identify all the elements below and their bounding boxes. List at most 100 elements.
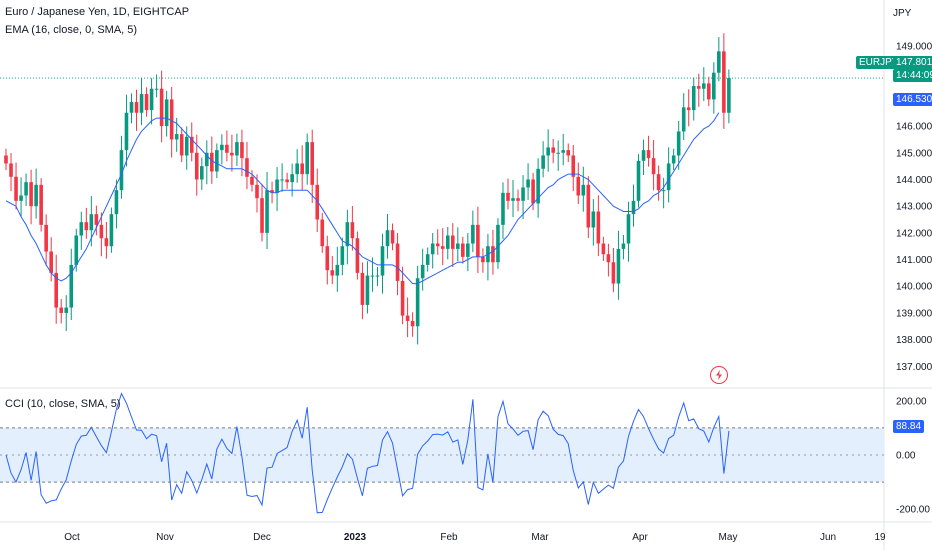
candle-body [631,200,636,215]
candle-body [270,190,274,193]
candle-body [566,150,571,156]
time-tick-label: May [719,532,738,543]
candle-body [305,142,309,175]
candle-body [99,224,104,239]
candle-body [626,214,631,244]
candle-body [501,192,505,225]
candle-body [481,256,485,263]
candle-body [536,168,540,204]
candle-body [169,99,174,140]
candle-body [400,280,405,316]
candle-body [44,224,48,252]
candle-body [712,72,716,100]
candle-body [164,99,169,127]
candle-body [355,238,360,273]
candle-body [139,94,144,113]
candle-body [445,235,450,249]
time-axis[interactable]: Oct Nov Dec 2023 Feb Mar Apr May Jun 19 [64,532,886,543]
candle-body [84,222,89,231]
candle-body [365,275,370,305]
candle-body [144,94,149,111]
cci-tick-label: 0.00 [896,451,916,462]
candle-body [571,155,576,177]
candle-body [39,184,43,225]
ema-line [5,112,720,285]
time-tick-label: 19 [874,532,886,543]
candle-body [94,214,99,225]
candle-body [591,211,596,228]
candle-body [205,152,209,167]
candle-body [345,222,350,247]
candle-body [435,243,440,247]
price-pane[interactable] [0,33,884,345]
candle-body [410,320,415,327]
symbol-legend[interactable]: Euro / Japanese Yen, 1D, EIGHTCAP [5,6,190,18]
candle-body [471,224,475,244]
cci-tick-label: 200.00 [896,396,927,407]
symbol-tag: EURJPY [856,56,902,69]
candle-body [440,246,445,249]
price-tick-label: 141.000 [896,255,932,266]
price-axis[interactable]: 149.000148.000147.000146.000145.000144.0… [896,42,932,516]
candle-body [34,184,38,207]
candle-body [360,272,365,305]
candle-body [350,222,355,239]
price-tick-label: 146.000 [896,122,932,133]
candle-body [74,235,79,265]
price-tick-label: 143.000 [896,202,932,213]
candle-body [425,254,430,265]
cci-value-tag: 88.84 [893,420,925,433]
candle-body [189,136,194,153]
candle-body [646,150,651,159]
candle-body [210,152,214,172]
candle-body [300,163,304,175]
candle-body [707,83,711,100]
candle-body [109,214,114,247]
candle-body [235,142,239,156]
candle-body [179,134,184,156]
candle-body [722,51,726,113]
price-tick-label: 140.000 [896,282,932,293]
candle-body [184,136,189,156]
candle-body [450,235,455,249]
candle-body [420,264,425,279]
candle-body [330,270,335,276]
candle-body [245,158,249,177]
countdown-tag: 14:44:09 [893,69,932,82]
candle-body [49,251,53,273]
candle-body [255,184,259,199]
ema-legend[interactable]: EMA (16, close, 0, SMA, 5) [5,24,138,36]
candle-body [265,190,269,233]
candle-body [104,238,109,247]
candle-body [651,158,656,175]
candle-body [516,198,520,201]
candle-body [541,155,545,169]
time-tick-label: Apr [632,532,648,543]
candle-body [250,176,254,185]
candle-body [310,142,315,185]
candle-body [220,144,224,151]
candle-body [661,190,666,192]
price-tick-label: 137.000 [896,362,932,373]
cci-pane[interactable] [0,392,884,514]
candle-body [149,88,154,111]
candle-body [551,147,555,153]
candle-body [586,184,591,228]
cci-legend[interactable]: CCI (10, close, SMA, 5) [5,398,121,410]
candle-body [380,246,385,276]
candle-body [727,78,731,113]
candle-body [395,243,400,281]
candle-body [601,243,606,255]
currency-label: JPY [893,8,912,19]
candle-body [506,192,510,201]
candle-body [546,147,550,156]
price-tick-label: 142.000 [896,228,932,239]
candle-body [315,184,320,220]
candle-body [656,174,661,191]
candle-body [280,179,284,181]
lightning-icon[interactable] [710,366,728,384]
candle-body [154,88,159,90]
candle-body [69,264,74,308]
candle-body [19,195,23,201]
